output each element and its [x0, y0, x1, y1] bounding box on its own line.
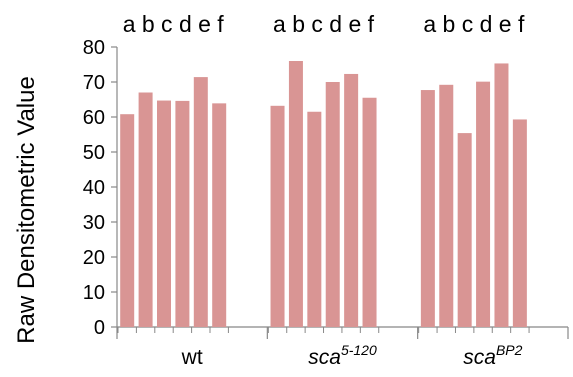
y-tick-label: 70: [83, 72, 105, 94]
category-superscript: BP2: [496, 342, 523, 358]
bar: [457, 133, 472, 327]
y-tick-label: 30: [83, 212, 105, 234]
y-tick-label: 0: [94, 317, 105, 339]
bar: [175, 100, 190, 328]
category-label: sca5-120: [308, 342, 377, 369]
bar: [420, 90, 435, 327]
category-label: scaBP2: [463, 342, 522, 369]
y-tick-label: 60: [83, 107, 105, 129]
y-tick-label: 10: [83, 282, 105, 304]
bar: [120, 114, 135, 327]
bar: [344, 73, 359, 327]
bar: [494, 63, 509, 327]
bar: [193, 77, 208, 327]
y-axis-label: Raw Densitometric Value: [13, 76, 40, 344]
bar: [212, 103, 227, 327]
y-tick-label: 40: [83, 177, 105, 199]
bar: [307, 111, 322, 327]
bar: [138, 92, 153, 327]
bar: [439, 84, 454, 327]
bar: [270, 105, 285, 327]
bar: [288, 61, 303, 327]
y-tick-label: 50: [83, 142, 105, 164]
category-name: wt: [181, 346, 203, 369]
bar: [476, 81, 491, 328]
bars: [120, 61, 527, 328]
bar-letters-label: a b c d e f: [273, 11, 375, 37]
bar-letters-label: a b c d e f: [123, 11, 225, 37]
bar: [362, 97, 377, 327]
category-superscript: 5-120: [341, 342, 377, 358]
y-tick-label: 80: [83, 37, 105, 59]
category-label: wt: [181, 346, 203, 369]
bar: [512, 119, 527, 327]
axes: 0 10 20 30 40 50 60 70 80: [83, 37, 569, 339]
bar-letters-label: a b c d e f: [423, 11, 525, 37]
bar: [157, 100, 171, 327]
bar: [325, 82, 340, 327]
category-name: sca: [463, 346, 496, 369]
y-tick-label: 20: [83, 247, 105, 269]
category-name: sca: [308, 346, 341, 369]
